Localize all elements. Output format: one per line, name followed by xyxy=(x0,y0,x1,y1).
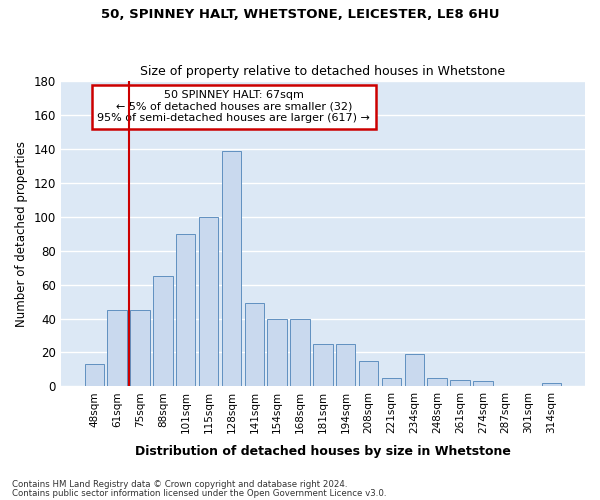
Bar xyxy=(313,344,332,387)
Bar xyxy=(268,318,287,386)
Bar xyxy=(336,344,355,387)
Bar xyxy=(382,378,401,386)
Bar xyxy=(473,382,493,386)
Bar xyxy=(222,150,241,386)
Bar xyxy=(85,364,104,386)
Text: Contains HM Land Registry data © Crown copyright and database right 2024.: Contains HM Land Registry data © Crown c… xyxy=(12,480,347,489)
Bar xyxy=(245,304,264,386)
Bar xyxy=(359,361,379,386)
Text: 50 SPINNEY HALT: 67sqm
← 5% of detached houses are smaller (32)
95% of semi-deta: 50 SPINNEY HALT: 67sqm ← 5% of detached … xyxy=(97,90,370,124)
Bar xyxy=(404,354,424,386)
Bar xyxy=(107,310,127,386)
Bar xyxy=(542,383,561,386)
Text: Contains public sector information licensed under the Open Government Licence v3: Contains public sector information licen… xyxy=(12,489,386,498)
Text: 50, SPINNEY HALT, WHETSTONE, LEICESTER, LE8 6HU: 50, SPINNEY HALT, WHETSTONE, LEICESTER, … xyxy=(101,8,499,20)
Bar xyxy=(451,380,470,386)
X-axis label: Distribution of detached houses by size in Whetstone: Distribution of detached houses by size … xyxy=(135,444,511,458)
Y-axis label: Number of detached properties: Number of detached properties xyxy=(15,140,28,326)
Bar xyxy=(427,378,447,386)
Bar xyxy=(199,217,218,386)
Bar xyxy=(176,234,196,386)
Bar xyxy=(153,276,173,386)
Title: Size of property relative to detached houses in Whetstone: Size of property relative to detached ho… xyxy=(140,66,505,78)
Bar xyxy=(290,318,310,386)
Bar xyxy=(130,310,150,386)
